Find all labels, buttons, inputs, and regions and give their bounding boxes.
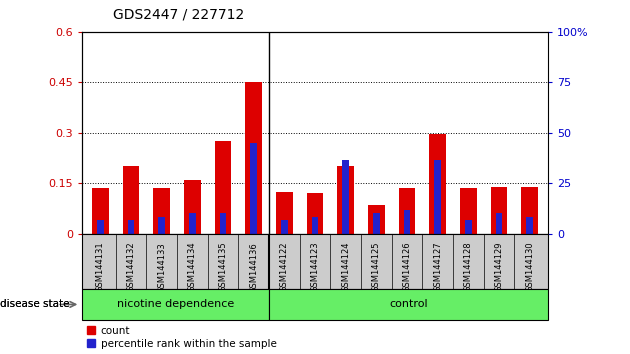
Bar	[373, 213, 380, 234]
Bar	[460, 188, 477, 234]
Text: GSM144123: GSM144123	[311, 242, 319, 292]
Bar	[215, 141, 231, 234]
Text: nicotine dependence: nicotine dependence	[117, 299, 234, 309]
Text: GSM144125: GSM144125	[372, 242, 381, 292]
Bar	[307, 193, 323, 234]
Text: GSM144129: GSM144129	[495, 242, 503, 292]
Text: disease state: disease state	[0, 299, 69, 309]
Text: GSM144131: GSM144131	[96, 242, 105, 292]
Bar	[189, 213, 196, 234]
Bar	[128, 220, 134, 234]
Legend: count, percentile rank within the sample: count, percentile rank within the sample	[87, 326, 277, 349]
FancyBboxPatch shape	[82, 234, 548, 289]
Bar	[153, 188, 170, 234]
Bar	[404, 210, 410, 234]
Text: GSM144132: GSM144132	[127, 242, 135, 292]
Bar	[158, 217, 165, 234]
Text: GSM144133: GSM144133	[157, 242, 166, 293]
Bar	[276, 192, 293, 234]
Bar	[250, 143, 257, 234]
Bar	[123, 166, 139, 234]
Bar	[526, 217, 533, 234]
Text: GSM144127: GSM144127	[433, 242, 442, 292]
Bar	[465, 220, 472, 234]
Bar	[245, 82, 262, 234]
Bar	[399, 188, 415, 234]
Text: GSM144122: GSM144122	[280, 242, 289, 292]
Text: GDS2447 / 227712: GDS2447 / 227712	[113, 7, 244, 21]
Text: GSM144135: GSM144135	[219, 242, 227, 292]
Bar	[92, 188, 109, 234]
Text: GSM144128: GSM144128	[464, 242, 473, 292]
Bar	[342, 160, 349, 234]
Bar	[337, 166, 354, 234]
Bar	[82, 289, 269, 320]
Text: GSM144130: GSM144130	[525, 242, 534, 292]
Text: GSM144134: GSM144134	[188, 242, 197, 292]
Bar	[368, 205, 385, 234]
Bar	[312, 217, 318, 234]
Bar	[220, 213, 226, 234]
Bar	[496, 213, 502, 234]
Text: GSM144126: GSM144126	[403, 242, 411, 292]
Text: GSM144124: GSM144124	[341, 242, 350, 292]
Bar	[429, 135, 446, 234]
Bar	[281, 220, 288, 234]
Text: GSM144136: GSM144136	[249, 242, 258, 293]
Bar	[269, 289, 548, 320]
Text: disease state: disease state	[0, 299, 72, 309]
Bar	[434, 160, 441, 234]
Bar	[184, 180, 201, 234]
Bar	[97, 220, 104, 234]
Bar	[491, 187, 507, 234]
Bar	[521, 187, 538, 234]
Text: control: control	[389, 299, 428, 309]
